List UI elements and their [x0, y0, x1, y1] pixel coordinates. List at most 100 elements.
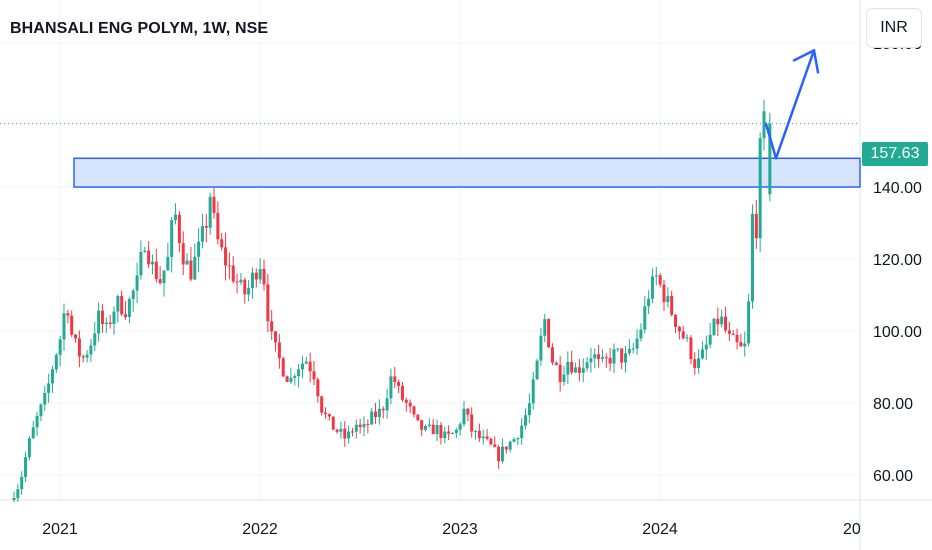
candle-body	[147, 250, 151, 265]
candle-body	[639, 329, 643, 339]
candle-body	[293, 376, 297, 378]
candle-body	[381, 408, 385, 411]
candle-body	[20, 476, 24, 490]
resistance-zone-layer	[73, 157, 861, 188]
candle-body	[597, 354, 601, 359]
candle-body	[385, 398, 389, 411]
candle-body	[450, 433, 454, 435]
y-tick-label: 140.00	[873, 180, 922, 197]
candle-body	[412, 406, 416, 415]
candle-body	[374, 411, 378, 417]
candle-body	[166, 256, 170, 271]
candle-body	[470, 414, 474, 432]
candle-body	[570, 361, 574, 373]
candle-body	[654, 275, 658, 277]
candle-body	[558, 364, 562, 382]
candle-body	[612, 349, 616, 364]
candle-body	[604, 357, 608, 359]
candle-body	[681, 331, 685, 339]
candle-body	[600, 357, 604, 359]
candle-body	[289, 377, 293, 382]
candle-body	[150, 261, 154, 265]
currency-button[interactable]: INR	[866, 8, 922, 48]
candle-body	[754, 213, 758, 239]
candle-body	[189, 260, 193, 280]
candle-body	[577, 367, 581, 373]
candle-body	[239, 279, 243, 283]
candle-body	[547, 319, 551, 348]
candle-body	[543, 319, 547, 336]
candle-body	[735, 334, 739, 343]
candle-body	[485, 436, 489, 439]
candle-body	[727, 330, 731, 334]
candle-body	[424, 426, 428, 430]
candle-body	[16, 489, 20, 499]
candle-body	[27, 438, 31, 458]
candle-body	[324, 412, 328, 415]
candle-body	[747, 301, 751, 344]
candle-body	[331, 416, 335, 430]
candle-body	[397, 382, 401, 386]
candle-body	[477, 430, 481, 439]
candle-body	[658, 275, 662, 285]
candle-body	[462, 408, 466, 425]
candle-body	[139, 251, 143, 276]
y-tick-label: 60.00	[873, 468, 913, 485]
candle-body	[308, 361, 312, 372]
candle-body	[527, 403, 531, 416]
candle-body	[312, 371, 316, 380]
candle-body	[466, 408, 470, 415]
candle-body	[66, 313, 70, 316]
candle-body	[347, 431, 351, 439]
candle-body	[700, 349, 704, 359]
candle-body	[250, 272, 254, 288]
candle-body	[524, 415, 528, 426]
candle-body	[81, 356, 85, 358]
candle-body	[108, 322, 112, 325]
candle-body	[408, 402, 412, 407]
candle-body	[143, 250, 147, 252]
candle-body	[327, 414, 331, 417]
candle-body	[197, 241, 201, 257]
candle-body	[635, 338, 639, 349]
candle-body	[100, 310, 104, 324]
candle-body	[350, 431, 354, 433]
candle-body	[712, 318, 716, 335]
candle-body	[177, 214, 181, 244]
candle-body	[662, 284, 666, 303]
candle-body	[39, 404, 43, 417]
candle-body	[627, 348, 631, 354]
resistance-zone	[73, 157, 861, 188]
candle-body	[439, 424, 443, 438]
candle-body	[254, 272, 258, 280]
candle-body	[97, 310, 101, 334]
candle-body	[589, 358, 593, 363]
x-tick-label: 20	[843, 521, 861, 538]
candle-body	[516, 438, 520, 440]
candle-body	[704, 344, 708, 350]
candle-body	[285, 376, 289, 382]
candle-body	[685, 337, 689, 339]
x-tick-label: 2024	[642, 521, 678, 538]
candle-body	[724, 316, 728, 331]
candle-body	[731, 333, 735, 335]
candle-body	[70, 315, 74, 335]
candle-body	[335, 429, 339, 432]
candle-body	[24, 457, 28, 477]
candle-body	[508, 441, 512, 450]
candle-body	[320, 396, 324, 413]
candle-body	[58, 339, 62, 355]
candle-body	[262, 268, 266, 285]
candle-body	[43, 393, 47, 405]
candle-body	[174, 214, 178, 221]
candle-body	[674, 314, 678, 327]
candle-body	[124, 314, 128, 317]
y-tick-label: 80.00	[873, 396, 913, 413]
candle-body	[743, 343, 747, 347]
candle-body	[393, 376, 397, 383]
candle-body	[281, 358, 285, 377]
candle-body	[208, 196, 212, 228]
candle-body	[416, 414, 420, 421]
